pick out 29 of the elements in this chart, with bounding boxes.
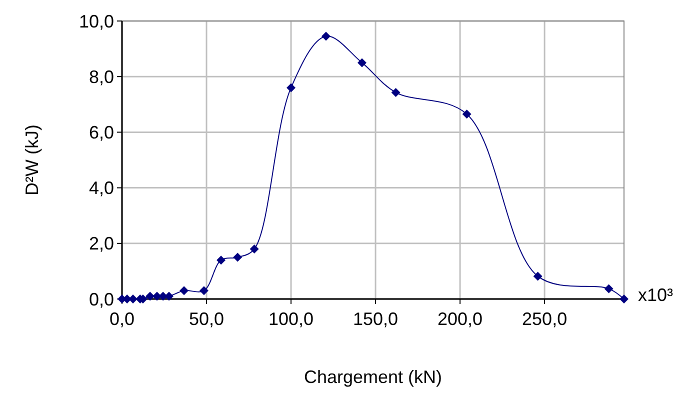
x-tick-label: 200,0 <box>438 309 483 329</box>
y-axis-title: D²W (kJ) <box>22 124 42 196</box>
x-tick-label: 100,0 <box>268 309 314 329</box>
y-tick-label: 6,0 <box>88 122 114 142</box>
point <box>146 292 155 301</box>
y-tick-label: 10,0 <box>78 11 114 32</box>
point <box>180 286 189 296</box>
point <box>391 88 400 97</box>
point <box>604 284 614 294</box>
point <box>250 244 259 254</box>
point <box>216 256 226 265</box>
y-tick-label: 4,0 <box>88 178 114 198</box>
point <box>462 110 472 119</box>
point <box>199 286 208 296</box>
point <box>533 272 542 281</box>
point <box>286 83 296 92</box>
y-tick-label: 8,0 <box>88 66 114 87</box>
x-tick-label: 250,0 <box>522 309 568 329</box>
point <box>322 32 331 41</box>
point <box>233 252 242 262</box>
text: x10³ <box>638 284 674 305</box>
x-tick-label: 0,0 <box>109 309 135 329</box>
x-tick-label: 50,0 <box>188 309 224 329</box>
point <box>358 58 367 68</box>
x-axis-title: Chargement (kN) <box>304 367 442 387</box>
point <box>620 294 628 304</box>
y-tick-label: 0,0 <box>88 289 114 310</box>
y-tick-label: 2,0 <box>88 234 114 254</box>
x-tick-label: 150,0 <box>353 309 398 329</box>
